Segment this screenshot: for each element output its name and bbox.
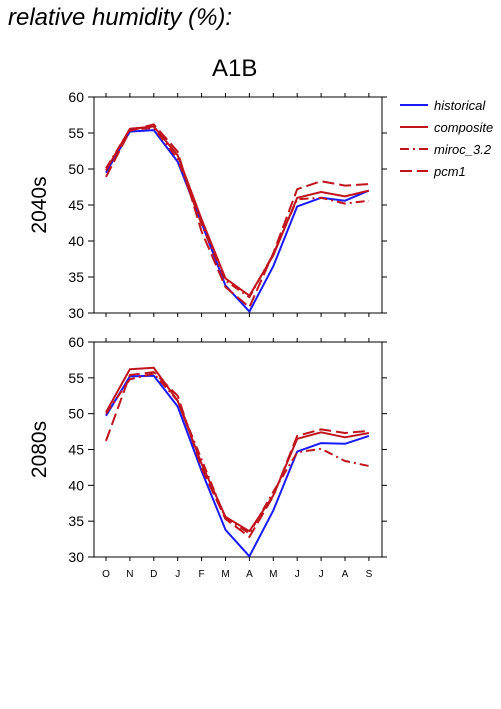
x-tick-label: A (246, 569, 253, 580)
y-tick-label: 40 (68, 477, 84, 493)
series-line-miroc_3.2 (105, 127, 370, 299)
x-tick-label: A (342, 569, 349, 580)
x-tick-label: O (102, 569, 110, 580)
y-tick-label: 30 (68, 305, 84, 321)
series-line-composite (105, 366, 370, 533)
x-tick-label: N (126, 569, 133, 580)
y-tick-label: 55 (68, 370, 84, 386)
scenario-title: A1B (212, 55, 258, 82)
y-tick-label: 40 (68, 233, 84, 249)
y-tick-label: 35 (68, 513, 84, 529)
x-tick-label: M (221, 569, 229, 580)
series-line-pcm1 (105, 123, 369, 309)
series-line-pcm1 (105, 371, 369, 538)
x-tick-label: J (175, 569, 180, 580)
page-title: relative humidity (%): (8, 4, 233, 31)
y-tick-label: 60 (68, 334, 84, 350)
series-line-historical (105, 129, 370, 313)
x-tick-label: M (269, 569, 277, 580)
y-tick-label: 45 (68, 197, 84, 213)
legend-label-composite: composite (434, 120, 493, 135)
panel-2080s: 30 35 40 45 50 55 60 O N D J F M A M J J A S 2080s (28, 334, 387, 580)
y-tick-label: 45 (68, 442, 84, 458)
y-tick-label: 50 (68, 406, 84, 422)
x-tick-label: S (366, 569, 373, 580)
legend-label-pcm1: pcm1 (433, 164, 466, 179)
row-label: 2080s (28, 421, 51, 478)
legend: historical composite miroc_3.2 pcm1 (400, 98, 493, 179)
y-tick-label: 35 (68, 269, 84, 285)
x-tick-label: F (199, 569, 205, 580)
panel-2040s: 30 35 40 45 50 55 60 2040s (28, 89, 387, 321)
y-tick-label: 50 (68, 161, 84, 177)
series-line-historical (105, 374, 370, 558)
legend-label-miroc_3.2: miroc_3.2 (434, 142, 492, 157)
legend-label-historical: historical (434, 98, 486, 113)
x-tick-label: J (295, 569, 300, 580)
y-tick-label: 55 (68, 125, 84, 141)
series-line-miroc_3.2 (105, 372, 370, 535)
y-tick-label: 60 (68, 89, 84, 105)
series-line-composite (105, 125, 370, 297)
x-tick-label: D (150, 569, 157, 580)
row-label: 2040s (28, 176, 51, 233)
y-tick-label: 30 (68, 549, 84, 565)
x-tick-label: J (319, 569, 324, 580)
